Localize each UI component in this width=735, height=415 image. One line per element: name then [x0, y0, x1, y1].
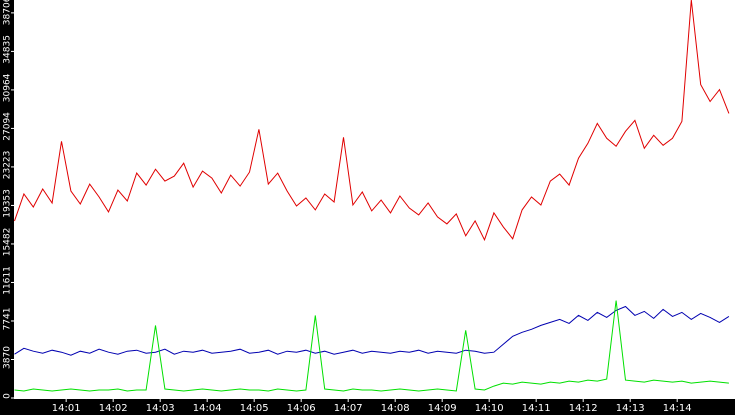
series-line [14, 300, 729, 392]
y-tick-label: 27094 [3, 112, 13, 141]
x-tick-label: 14:13 [616, 403, 645, 414]
x-tick-label: 14:08 [381, 403, 410, 414]
x-tick-label: 14:02 [99, 403, 128, 414]
y-tick-label: 0 [3, 393, 13, 399]
x-axis-strip [0, 399, 735, 415]
x-tick-label: 14:01 [52, 403, 81, 414]
y-tick-label: 23223 [3, 151, 13, 180]
y-tick-label: 3870 [3, 346, 13, 369]
x-tick-label: 14:11 [522, 403, 551, 414]
x-tick-label: 14:05 [240, 403, 269, 414]
x-tick-label: 14:03 [146, 403, 175, 414]
y-tick-label: 38706 [2, 0, 12, 25]
y-tick-label: 30964 [3, 73, 13, 102]
y-tick-label: 15482 [3, 228, 13, 257]
y-tick-label: 7741 [3, 308, 13, 331]
x-tick-label: 14:04 [193, 403, 222, 414]
y-tick-label: 11611 [3, 266, 13, 295]
y-axis-strip [0, 0, 14, 415]
x-tick-label: 14:06 [287, 403, 316, 414]
y-tick-label: 34835 [3, 35, 13, 64]
x-tick-label: 14:12 [569, 403, 598, 414]
x-tick-label: 14:14 [663, 403, 692, 414]
y-tick-label: 19353 [3, 189, 13, 218]
series-line [14, 305, 730, 356]
x-tick-label: 14:09 [428, 403, 457, 414]
series-line [14, 0, 730, 242]
x-tick-label: 14:07 [334, 403, 363, 414]
x-tick-label: 14:10 [475, 403, 504, 414]
